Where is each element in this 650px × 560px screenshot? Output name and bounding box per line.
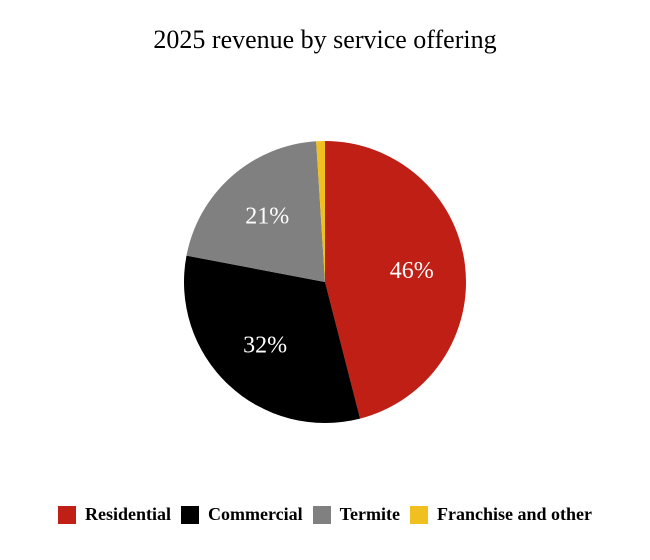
legend-item-termite: Termite <box>312 504 400 525</box>
legend-label: Residential <box>85 504 172 524</box>
data-label-termite: 21% <box>245 203 289 229</box>
pie-slice-franchise-and-other <box>316 141 325 282</box>
legend-swatch <box>312 505 331 524</box>
chart-title: 2025 revenue by service offering <box>153 25 497 54</box>
legend-swatch <box>181 505 200 524</box>
pie-slice-residential <box>325 141 467 419</box>
pie-slice-termite <box>186 141 325 282</box>
legend-label: Commercial <box>208 504 303 524</box>
legend-item-residential: Residential <box>58 504 171 525</box>
legend-item-commercial: Commercial <box>181 504 303 525</box>
data-label-residential: 46% <box>390 258 434 284</box>
pie-slice-commercial <box>184 255 361 424</box>
legend: Residential Commercial Termite Franchise… <box>0 504 650 525</box>
legend-swatch <box>58 505 77 524</box>
pie-slices <box>184 141 467 424</box>
legend-label: Franchise and other <box>436 504 592 524</box>
legend-item-franchise-and-other: Franchise and other <box>409 504 592 525</box>
legend-label: Termite <box>339 504 400 524</box>
legend-swatch <box>409 505 428 524</box>
data-label-commercial: 32% <box>243 333 287 359</box>
pie-labels: 46% 32% 21% <box>243 203 434 358</box>
